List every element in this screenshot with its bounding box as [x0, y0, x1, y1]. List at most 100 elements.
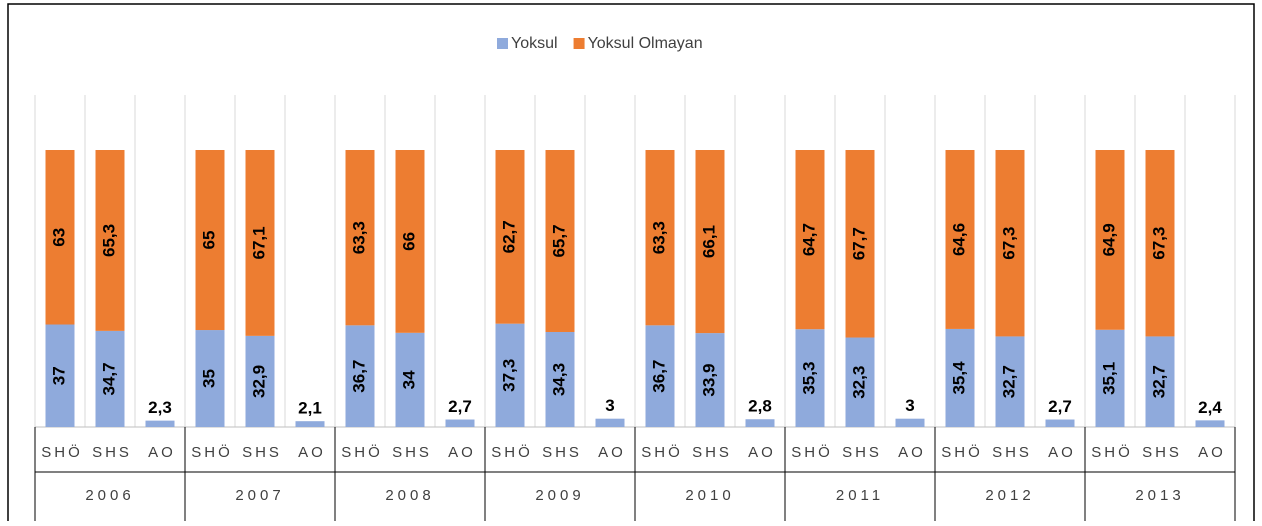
legend-label: Yoksul — [511, 35, 558, 52]
bar-segment — [945, 150, 975, 329]
bar-segment — [145, 420, 175, 427]
data-label: 36,7 — [649, 360, 668, 393]
group-label: 2008 — [385, 487, 434, 504]
bar-segment — [1045, 419, 1075, 427]
bar-segment — [495, 323, 525, 427]
group-label: 2013 — [1135, 487, 1184, 504]
group-label: 2012 — [985, 487, 1034, 504]
data-label: 32,7 — [1149, 365, 1168, 398]
data-label: 62,7 — [499, 220, 518, 253]
data-label: 35,1 — [1099, 362, 1118, 395]
x-tick-label: SHS — [842, 444, 882, 461]
bar-segment — [245, 335, 275, 427]
x-tick-label: SHÖ — [791, 443, 833, 461]
group-label: 2011 — [836, 487, 884, 504]
bar-segment — [795, 150, 825, 330]
data-label: 34,3 — [549, 363, 568, 396]
data-label: 2,7 — [1048, 397, 1072, 416]
x-tick-label: AO — [898, 444, 926, 461]
data-label: 35,4 — [949, 361, 968, 395]
bar-segment — [245, 150, 275, 336]
bar-segment — [645, 325, 675, 427]
data-label: 32,9 — [249, 365, 268, 398]
bar-segment — [695, 333, 725, 427]
bar-segment — [1145, 150, 1175, 337]
data-label: 67,3 — [999, 227, 1018, 260]
bar-segment — [1195, 420, 1225, 427]
data-label: 2,1 — [298, 399, 322, 418]
data-label: 33,9 — [699, 364, 718, 397]
bar-segment — [895, 418, 925, 427]
data-label: 65,7 — [549, 224, 568, 257]
data-label: 64,6 — [949, 223, 968, 256]
data-label: 2,4 — [1198, 398, 1222, 417]
bar-segment — [645, 150, 675, 326]
data-label: 65 — [199, 231, 218, 250]
x-tick-label: SHÖ — [191, 443, 233, 461]
x-tick-label: SHS — [1142, 444, 1182, 461]
legend-label: Yoksul Olmayan — [588, 35, 703, 52]
x-tick-label: SHÖ — [41, 443, 83, 461]
group-label: 2010 — [685, 487, 734, 504]
x-tick-label: AO — [1198, 444, 1226, 461]
bar-segment — [45, 150, 75, 325]
x-tick-label: SHÖ — [341, 443, 383, 461]
x-tick-label: AO — [448, 444, 476, 461]
x-tick-label: AO — [598, 444, 626, 461]
bar-segment — [1095, 150, 1125, 330]
x-tick-label: AO — [1048, 444, 1076, 461]
data-label: 67,7 — [849, 227, 868, 260]
x-tick-label: SHS — [392, 444, 432, 461]
x-tick-label: SHS — [92, 444, 132, 461]
data-label: 2,7 — [448, 397, 472, 416]
x-tick-label: SHS — [242, 444, 282, 461]
x-tick-label: SHÖ — [941, 443, 983, 461]
group-label: 2009 — [535, 487, 584, 504]
bar-segment — [345, 150, 375, 326]
data-label: 35 — [199, 369, 218, 388]
bar-segment — [845, 337, 875, 427]
bar-segment — [1095, 329, 1125, 427]
data-label: 67,3 — [1149, 227, 1168, 260]
bar-segment — [45, 324, 75, 427]
data-label: 66 — [399, 232, 418, 251]
bar-segment — [695, 150, 725, 334]
bar-segment — [545, 331, 575, 427]
x-tick-label: SHÖ — [641, 443, 683, 461]
data-label: 35,3 — [799, 362, 818, 395]
data-label: 67,1 — [249, 226, 268, 259]
bar-segment — [195, 330, 225, 427]
data-label: 37,3 — [499, 359, 518, 392]
bar-segment — [495, 150, 525, 324]
group-label: 2007 — [235, 487, 284, 504]
bar-segment — [845, 150, 875, 338]
data-label: 63,3 — [349, 221, 368, 254]
data-label: 3 — [905, 396, 914, 415]
data-label: 63 — [49, 228, 68, 247]
data-label: 32,7 — [999, 365, 1018, 398]
bar-segment — [595, 418, 625, 427]
bar-segment — [995, 336, 1025, 427]
data-label: 66,1 — [699, 225, 718, 258]
bar-segment — [345, 325, 375, 427]
x-tick-label: AO — [148, 444, 176, 461]
x-tick-label: SHÖ — [1091, 443, 1133, 461]
x-tick-label: SHÖ — [491, 443, 533, 461]
bar-segment — [945, 328, 975, 427]
bar-segment — [545, 150, 575, 332]
bar-segment — [395, 150, 425, 333]
bar-segment — [745, 419, 775, 427]
data-label: 64,9 — [1099, 223, 1118, 256]
x-tick-label: AO — [748, 444, 776, 461]
bar-segment — [95, 330, 125, 427]
data-label: 2,3 — [148, 398, 172, 417]
data-label: 37 — [49, 366, 68, 385]
bar-segment — [395, 332, 425, 427]
legend-swatch — [497, 38, 508, 49]
data-label: 2,8 — [748, 397, 772, 416]
data-label: 3 — [605, 396, 614, 415]
data-label: 32,3 — [849, 366, 868, 399]
data-label: 63,3 — [649, 221, 668, 254]
data-label: 65,3 — [99, 224, 118, 257]
